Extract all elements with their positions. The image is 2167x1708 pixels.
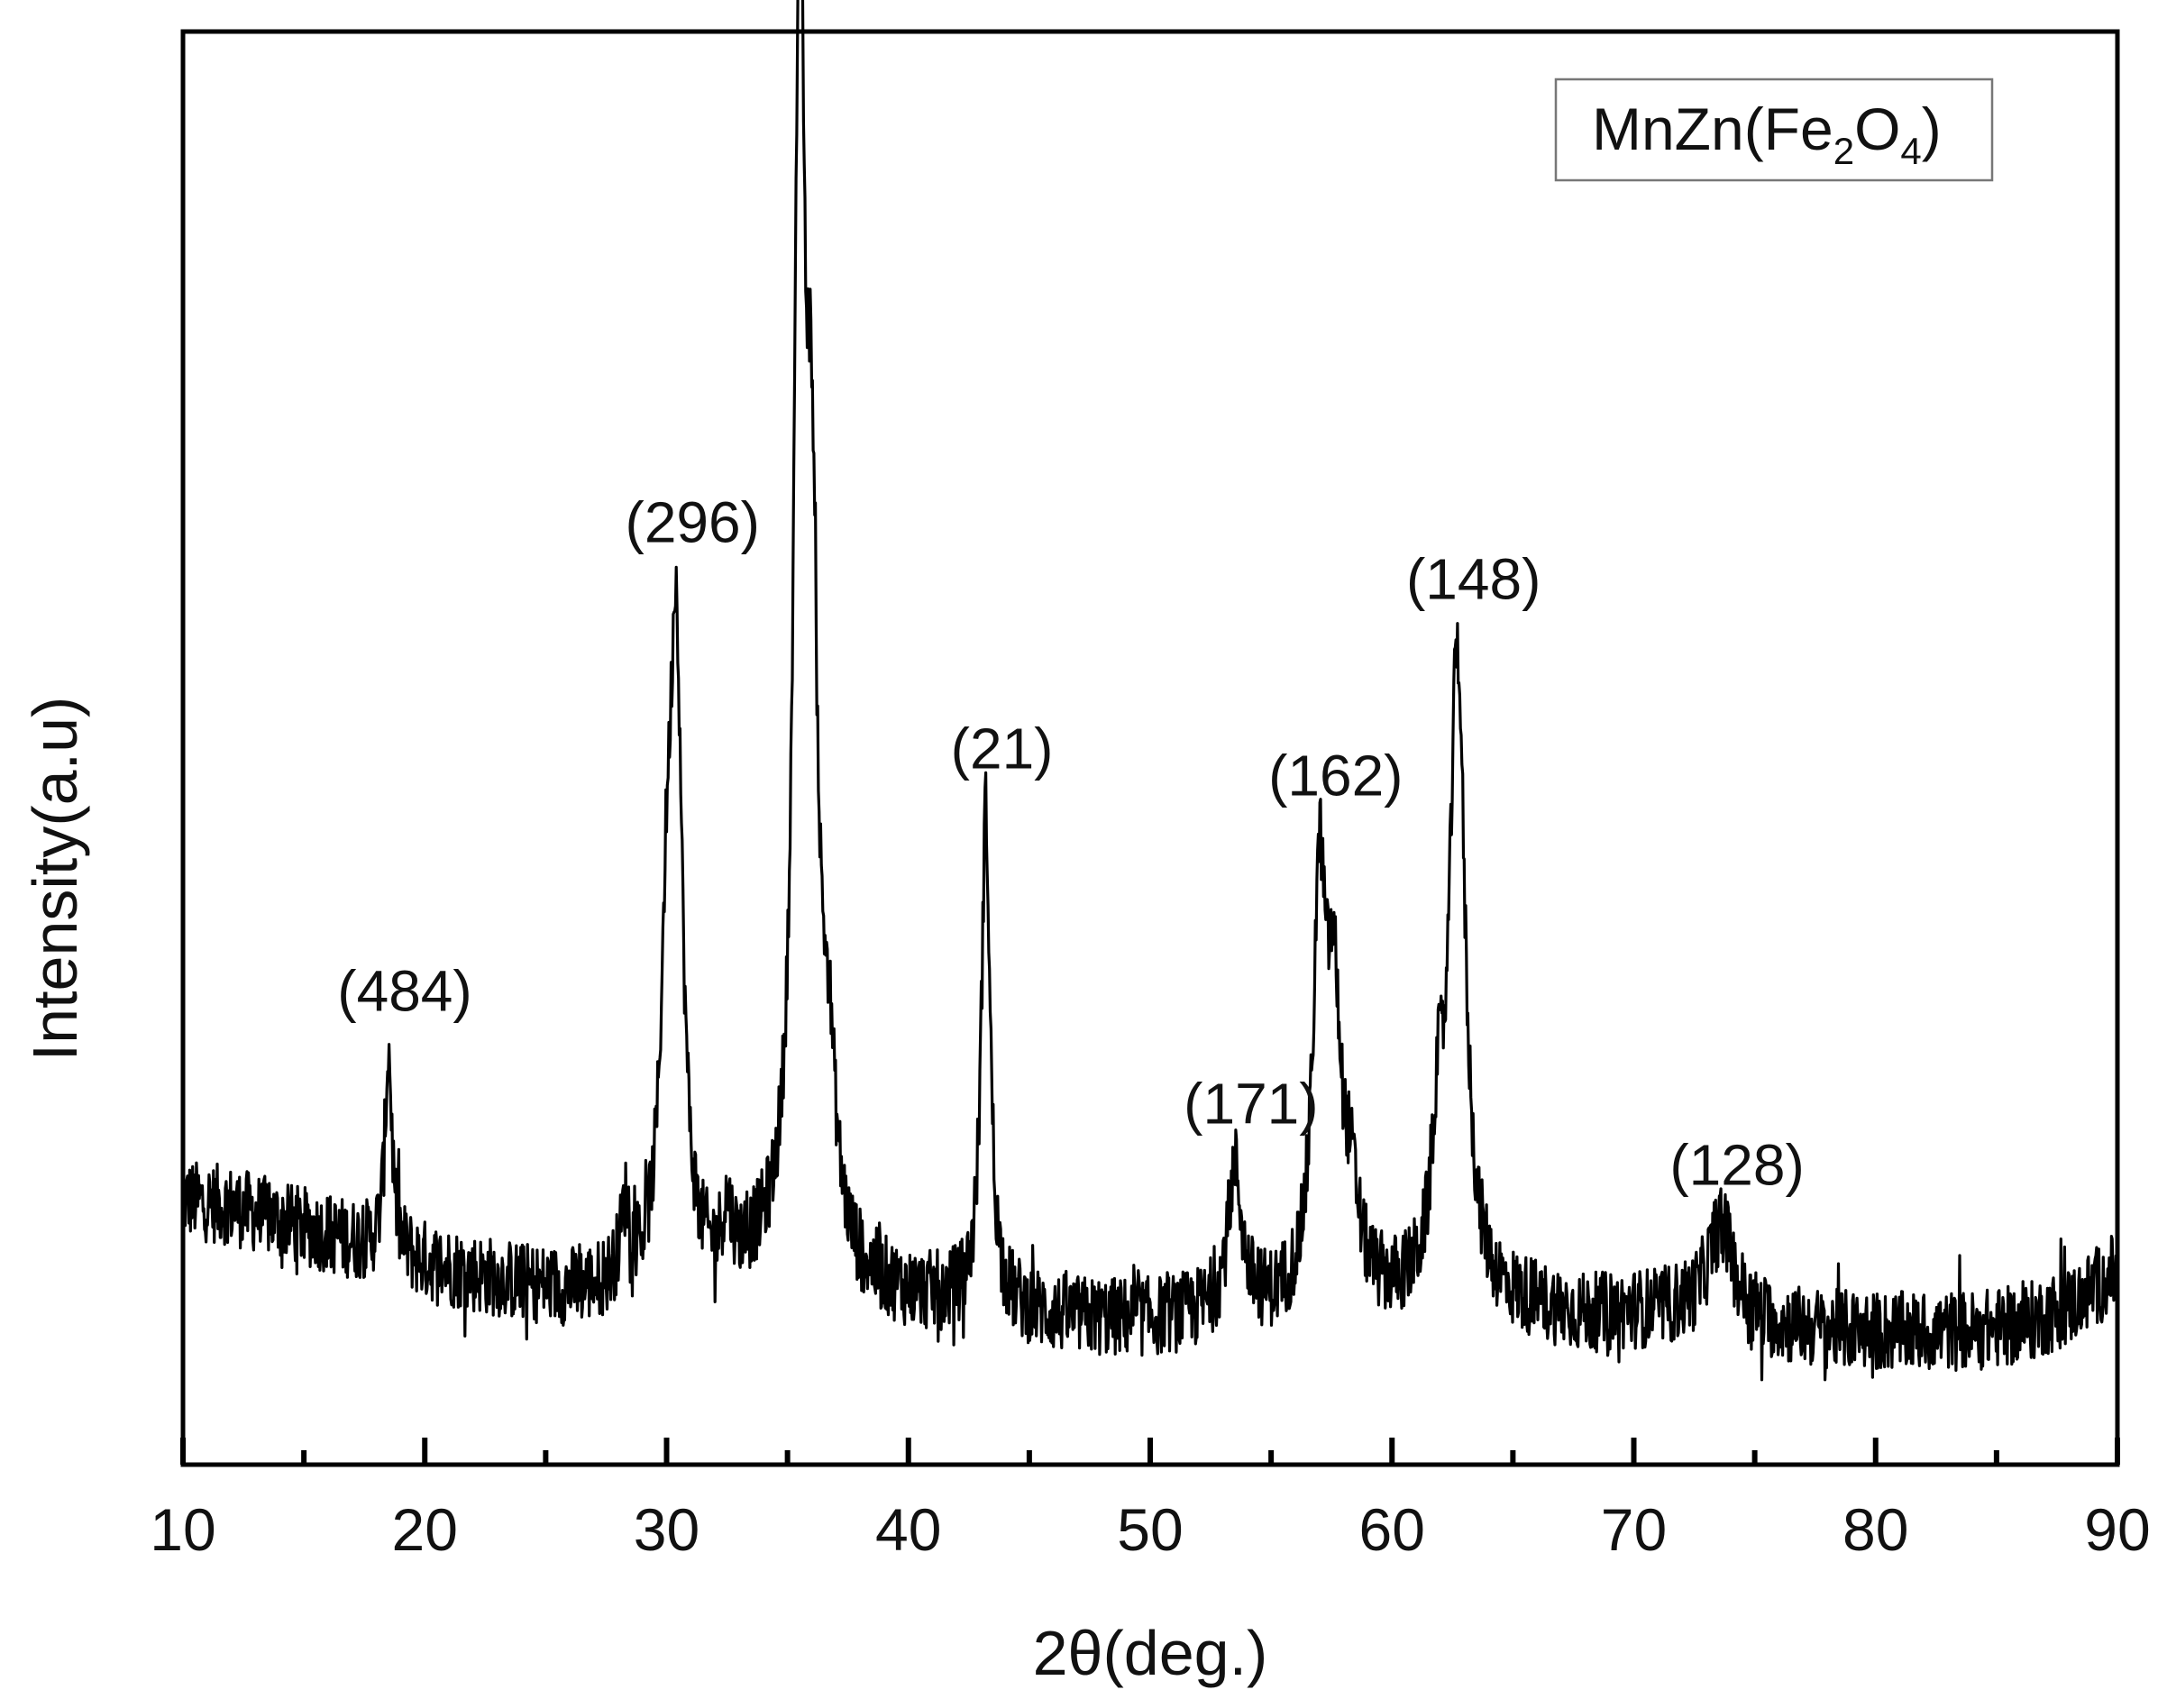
legend-mid: O	[1854, 96, 1900, 162]
x-axis-ticks: 10 20 30 40 50 60 70 80 90	[150, 1438, 2151, 1563]
legend-subscript-2: 2	[1833, 130, 1854, 172]
peak-label: (162)	[1268, 743, 1403, 808]
x-tick-label: 10	[150, 1496, 215, 1563]
x-tick-label: 50	[1117, 1496, 1183, 1563]
peak-label: (21)	[951, 717, 1054, 781]
legend-text: MnZn(Fe2O4)	[1592, 96, 1942, 172]
peak-label: (171)	[1184, 1071, 1318, 1136]
legend-subscript-4: 4	[1900, 130, 1921, 172]
x-tick-label: 90	[2084, 1496, 2150, 1563]
y-axis-label: Intensity(a.u)	[20, 697, 90, 1062]
data-layer: (484)(296)(253)(21)(171)(162)(148)(128)	[181, 0, 2119, 1382]
x-tick-label: 60	[1359, 1496, 1425, 1563]
x-tick-label: 30	[634, 1496, 699, 1563]
x-axis-label: 2θ(deg.)	[1033, 1618, 1268, 1688]
x-tick-label: 70	[1601, 1496, 1667, 1563]
legend-frame	[1554, 78, 1994, 182]
legend-close: )	[1922, 96, 1942, 162]
peak-label: (484)	[337, 958, 471, 1023]
x-tick-label: 40	[875, 1496, 941, 1563]
peak-label: (296)	[626, 489, 760, 554]
legend-box: MnZn(Fe2O4)	[1554, 78, 1994, 182]
legend-base: MnZn(Fe	[1592, 96, 1833, 162]
x-tick-label: 20	[392, 1496, 458, 1563]
x-tick-label: 80	[1842, 1496, 1908, 1563]
peak-label: (148)	[1406, 546, 1541, 611]
peak-label: (128)	[1669, 1132, 1804, 1197]
xrd-pattern-line	[181, 0, 2119, 1382]
